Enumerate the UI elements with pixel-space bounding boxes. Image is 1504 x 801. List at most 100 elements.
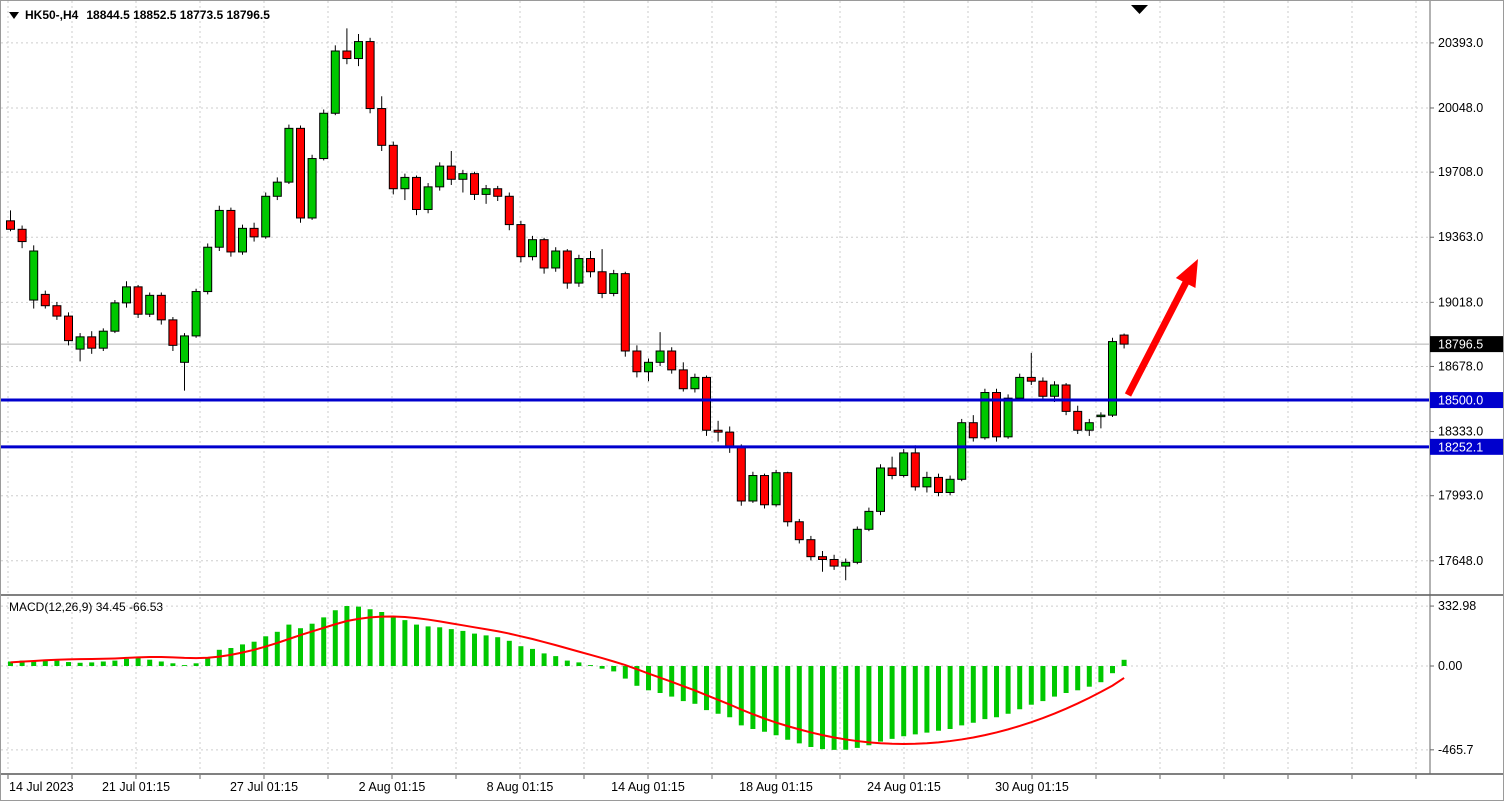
candle bbox=[296, 125, 305, 223]
svg-text:18500.0: 18500.0 bbox=[1438, 394, 1483, 408]
candle bbox=[481, 184, 491, 204]
svg-text:0.00: 0.00 bbox=[1438, 659, 1462, 673]
candle bbox=[1096, 412, 1106, 429]
svg-text:17993.0: 17993.0 bbox=[1438, 489, 1483, 503]
candle bbox=[818, 551, 827, 572]
candle bbox=[1038, 377, 1048, 401]
candle bbox=[748, 471, 758, 503]
candle bbox=[17, 225, 27, 249]
candle bbox=[922, 471, 932, 493]
candle bbox=[876, 464, 885, 516]
candle bbox=[319, 109, 329, 161]
svg-text:21 Jul 01:15: 21 Jul 01:15 bbox=[102, 780, 170, 794]
candle bbox=[75, 333, 85, 362]
candle bbox=[562, 249, 572, 289]
svg-text:2 Aug 01:15: 2 Aug 01:15 bbox=[359, 780, 426, 794]
svg-text:18333.0: 18333.0 bbox=[1438, 425, 1483, 439]
candle bbox=[203, 243, 213, 295]
candle bbox=[307, 154, 317, 220]
candle bbox=[852, 526, 862, 565]
candle bbox=[841, 558, 851, 581]
svg-text:-465.7: -465.7 bbox=[1438, 743, 1473, 757]
svg-text:19018.0: 19018.0 bbox=[1438, 295, 1483, 309]
candle bbox=[528, 235, 537, 261]
candle bbox=[342, 28, 352, 65]
candle bbox=[133, 284, 143, 318]
candle bbox=[168, 317, 178, 351]
macd-signal-line bbox=[10, 615, 1125, 745]
candle bbox=[736, 444, 746, 506]
svg-text:14 Aug 01:15: 14 Aug 01:15 bbox=[611, 780, 685, 794]
svg-text:14 Jul 2023: 14 Jul 2023 bbox=[9, 780, 74, 794]
svg-text:27 Jul 01:15: 27 Jul 01:15 bbox=[230, 780, 298, 794]
candle bbox=[191, 288, 201, 338]
candle bbox=[365, 37, 375, 114]
candle bbox=[957, 418, 967, 482]
candle bbox=[702, 375, 711, 436]
candle bbox=[64, 312, 73, 346]
candle bbox=[760, 473, 769, 509]
svg-text:18 Aug 01:15: 18 Aug 01:15 bbox=[739, 780, 813, 794]
candle bbox=[899, 449, 909, 478]
candle bbox=[388, 141, 398, 195]
candle bbox=[1108, 337, 1117, 418]
candle bbox=[214, 205, 224, 251]
candle bbox=[40, 290, 50, 309]
svg-text:20393.0: 20393.0 bbox=[1438, 36, 1483, 50]
svg-text:332.98: 332.98 bbox=[1438, 599, 1476, 613]
candle bbox=[806, 535, 816, 561]
macd-axis[interactable]: 332.98 0.00 -465.7 bbox=[1430, 599, 1476, 757]
candle bbox=[1003, 394, 1013, 439]
trend-arrow[interactable] bbox=[1124, 259, 1198, 397]
candle bbox=[620, 271, 630, 357]
svg-text:20048.0: 20048.0 bbox=[1438, 101, 1483, 115]
time-axis[interactable]: 14 Jul 2023 21 Jul 01:15 27 Jul 01:15 2 Aug… bbox=[7, 775, 1417, 794]
candle bbox=[864, 507, 874, 532]
price-axis[interactable]: 20393.0 20048.0 19708.0 19363.0 19018.0 18678… bbox=[1430, 36, 1483, 568]
candle bbox=[272, 177, 282, 201]
candle bbox=[87, 331, 97, 354]
candle bbox=[667, 347, 677, 374]
candle bbox=[1026, 352, 1036, 385]
candle bbox=[354, 34, 363, 67]
candle bbox=[783, 471, 793, 527]
candles-layer bbox=[6, 28, 1129, 581]
svg-text:17648.0: 17648.0 bbox=[1438, 554, 1483, 568]
candle bbox=[249, 222, 259, 242]
candle bbox=[516, 220, 526, 263]
candle bbox=[423, 183, 433, 214]
candle bbox=[412, 175, 421, 216]
candle bbox=[156, 292, 166, 325]
candle bbox=[713, 420, 723, 442]
svg-text:30 Aug 01:15: 30 Aug 01:15 bbox=[995, 780, 1069, 794]
svg-text:18252.1: 18252.1 bbox=[1438, 440, 1483, 454]
candle bbox=[551, 247, 561, 272]
candle bbox=[771, 469, 781, 507]
candle bbox=[690, 373, 700, 393]
svg-text:8 Aug 01:15: 8 Aug 01:15 bbox=[487, 780, 554, 794]
candle bbox=[1050, 381, 1059, 402]
candle bbox=[238, 224, 247, 255]
svg-text:18796.5: 18796.5 bbox=[1438, 338, 1483, 352]
svg-text:24 Aug 01:15: 24 Aug 01:15 bbox=[867, 780, 941, 794]
candle bbox=[655, 332, 665, 367]
candle bbox=[887, 456, 897, 480]
candle bbox=[1015, 373, 1025, 401]
candle bbox=[261, 192, 271, 239]
scroll-to-end-icon[interactable] bbox=[1131, 5, 1148, 14]
candle bbox=[1119, 333, 1129, 349]
candle bbox=[226, 207, 236, 257]
candle bbox=[400, 173, 410, 201]
candle bbox=[180, 333, 189, 391]
candle bbox=[609, 269, 619, 297]
candle bbox=[794, 518, 804, 544]
candle bbox=[934, 473, 943, 497]
candle bbox=[284, 124, 294, 185]
candle bbox=[446, 151, 456, 185]
candle bbox=[644, 358, 653, 382]
candle bbox=[29, 245, 39, 309]
candle bbox=[110, 300, 120, 334]
candle bbox=[632, 345, 642, 378]
svg-text:19708.0: 19708.0 bbox=[1438, 165, 1483, 179]
